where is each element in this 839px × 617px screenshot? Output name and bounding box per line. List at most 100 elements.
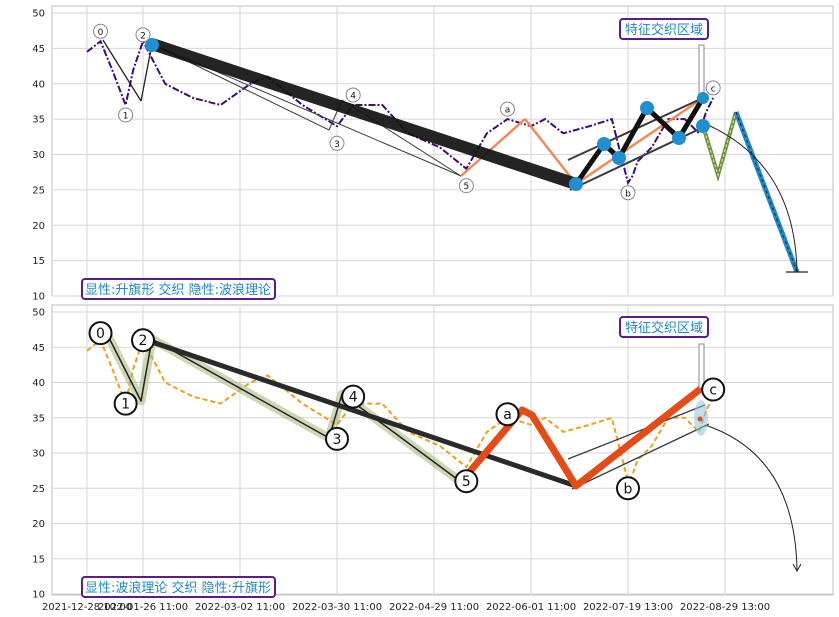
y-tick-label: 25 bbox=[32, 185, 45, 196]
top-flagpole bbox=[150, 38, 578, 190]
wave-label-a: a bbox=[505, 106, 511, 116]
top-orange-a-b bbox=[524, 118, 577, 185]
wave-label-a: a bbox=[503, 407, 512, 423]
bottom-note-box bbox=[81, 576, 276, 598]
wave-label-2: 2 bbox=[139, 333, 148, 349]
wave-label-5: 5 bbox=[463, 182, 469, 192]
y-tick-label: 35 bbox=[32, 413, 45, 424]
wave-label-circle bbox=[499, 101, 515, 117]
bottom-price-line bbox=[86, 337, 715, 484]
y-tick-label: 40 bbox=[32, 378, 45, 389]
y-tick-label: 40 bbox=[32, 79, 45, 90]
wave-label-circle bbox=[93, 23, 109, 39]
y-tick-label: 50 bbox=[32, 9, 45, 20]
top-wave-labels: 0 1 2 3 4 5 a b c bbox=[93, 23, 721, 201]
wave-label-circle bbox=[616, 476, 640, 501]
wave-label-c: c bbox=[711, 84, 716, 94]
top-dot-c bbox=[697, 92, 709, 104]
x-tick-label: 2022-01-26 11:00 bbox=[98, 602, 188, 613]
wave-label-3: 3 bbox=[334, 140, 340, 150]
y-tick-label: 30 bbox=[32, 449, 45, 460]
wave-label-circle bbox=[701, 377, 726, 402]
bottom-wave-lines bbox=[102, 325, 462, 483]
y-tick-label: 45 bbox=[32, 343, 45, 354]
x-tick-label: 2022-08-29 13:00 bbox=[680, 602, 770, 613]
top-y-ticks: 10 15 20 25 30 35 40 45 50 bbox=[32, 9, 45, 303]
x-tick-label: 2022-04-29 11:00 bbox=[389, 602, 479, 613]
x-tick-label: 2021-12-28 10:00 bbox=[42, 602, 132, 613]
wave-label-circle bbox=[329, 135, 345, 151]
x-tick-label: 2022-03-02 11:00 bbox=[195, 602, 285, 613]
bottom-title-box bbox=[619, 316, 709, 338]
wave-label-4: 4 bbox=[350, 91, 356, 101]
wave-label-1: 1 bbox=[123, 111, 129, 121]
top-dot-zig3 bbox=[640, 101, 654, 115]
x-tick-label: 2022-07-19 13:00 bbox=[583, 602, 673, 613]
top-blue-dots bbox=[145, 38, 710, 191]
y-tick-label: 30 bbox=[32, 150, 45, 161]
top-dot-zig5 bbox=[696, 119, 710, 133]
y-tick-label: 25 bbox=[32, 484, 45, 495]
wave-label-0: 0 bbox=[96, 326, 105, 342]
wave-label-1: 1 bbox=[121, 397, 130, 413]
y-tick-label: 35 bbox=[32, 115, 45, 126]
top-annotation-title: 特征交织区域 bbox=[625, 22, 703, 38]
bottom-wave-labels: 0 1 2 3 4 5 a b c bbox=[88, 321, 726, 501]
top-dot-2 bbox=[145, 38, 159, 52]
top-projection-curve bbox=[707, 124, 798, 273]
wave-label-circle bbox=[458, 178, 474, 194]
top-projection-blue-core bbox=[735, 111, 798, 273]
wave-label-circle bbox=[454, 469, 479, 494]
bottom-zone-marker bbox=[698, 343, 705, 389]
bottom-annotation-title: 特征交织区域 bbox=[625, 320, 703, 336]
top-title-box bbox=[619, 18, 709, 40]
wave-label-circle bbox=[113, 391, 138, 416]
wave-label-circle bbox=[495, 402, 520, 427]
top-flag-zigzag bbox=[573, 96, 706, 186]
y-tick-label: 10 bbox=[32, 590, 45, 601]
wave-label-circle bbox=[705, 80, 721, 96]
wave-label-circle bbox=[118, 107, 134, 123]
top-dot-b bbox=[569, 177, 583, 191]
y-tick-label: 15 bbox=[32, 256, 45, 267]
top-wave-1-2 bbox=[140, 43, 153, 102]
wave-label-5: 5 bbox=[462, 474, 471, 490]
bottom-projection-curve bbox=[704, 424, 798, 571]
wave-label-circle bbox=[88, 321, 113, 346]
top-orange-5-a bbox=[460, 118, 526, 177]
wave-label-b: b bbox=[624, 481, 633, 497]
wave-label-circle bbox=[325, 426, 349, 451]
top-dot-zig4 bbox=[672, 131, 686, 145]
wave-label-circle bbox=[620, 185, 636, 201]
wave-label-2: 2 bbox=[140, 31, 146, 41]
top-note-box bbox=[81, 278, 276, 300]
y-tick-label: 10 bbox=[32, 292, 45, 303]
top-annotation-note: 显性:升旗形 交织 隐性:波浪理论 bbox=[85, 282, 271, 298]
wave-label-circle bbox=[131, 328, 155, 353]
top-wave-0-1 bbox=[102, 39, 142, 102]
wave-label-0: 0 bbox=[98, 28, 104, 38]
y-tick-label: 20 bbox=[32, 221, 45, 232]
top-dot-zig2 bbox=[612, 151, 626, 165]
top-dot-zig1 bbox=[597, 137, 611, 151]
top-orange-b-c bbox=[575, 96, 704, 186]
wave-label-b: b bbox=[625, 189, 631, 199]
bottom-abc-lines bbox=[458, 384, 706, 490]
bottom-y-ticks: 10 15 20 25 30 35 40 45 50 bbox=[32, 308, 45, 601]
bottom-highlight-dot bbox=[697, 416, 703, 422]
x-tick-label: 2022-03-30 11:00 bbox=[292, 602, 382, 613]
y-tick-label: 20 bbox=[32, 519, 45, 530]
bottom-flagpole bbox=[151, 339, 577, 489]
bottom-channel-lower bbox=[571, 423, 710, 490]
x-tick-label: 2022-06-01 11:00 bbox=[486, 602, 576, 613]
bottom-channel-upper bbox=[567, 404, 706, 460]
wave-label-4: 4 bbox=[349, 390, 358, 406]
wave-label-circle bbox=[345, 87, 361, 103]
wave-label-c: c bbox=[709, 383, 717, 399]
bottom-projection-arrow bbox=[792, 563, 802, 573]
y-tick-label: 45 bbox=[32, 44, 45, 55]
